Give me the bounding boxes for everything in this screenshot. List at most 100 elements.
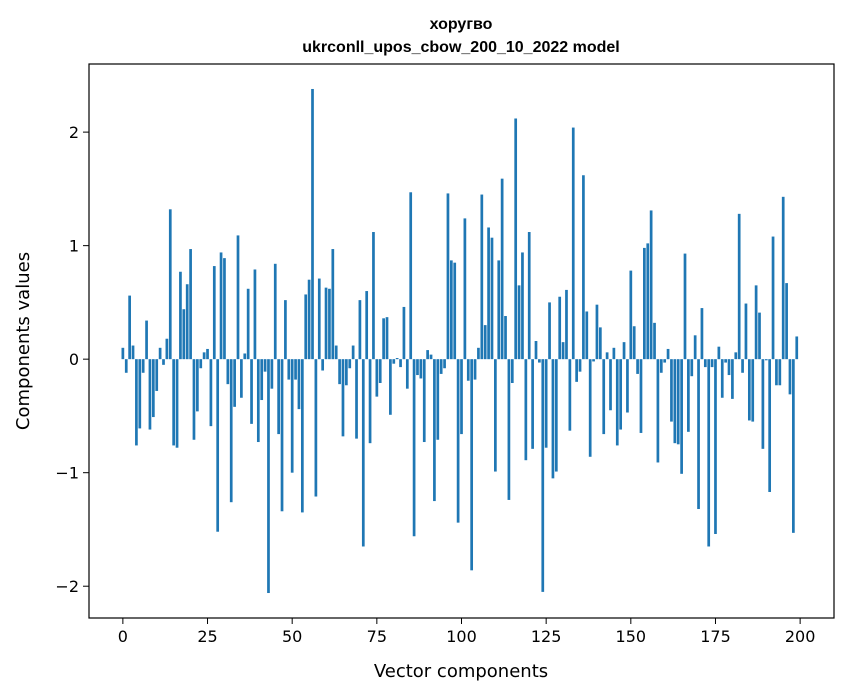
bar — [554, 359, 558, 472]
bar — [707, 359, 711, 547]
bar — [148, 359, 152, 430]
bar — [240, 359, 243, 398]
bar — [761, 359, 765, 449]
bar — [151, 359, 155, 418]
bar — [456, 359, 460, 523]
bar — [446, 193, 450, 360]
bar — [328, 288, 331, 360]
bar — [548, 302, 551, 360]
bar — [172, 359, 176, 446]
bar — [124, 359, 128, 373]
bar — [609, 359, 612, 411]
bar — [439, 359, 443, 374]
bar — [578, 359, 582, 372]
bar — [250, 359, 253, 424]
bar — [524, 359, 528, 461]
bar — [747, 359, 751, 421]
bar — [690, 359, 694, 377]
bar — [321, 359, 325, 371]
bar — [521, 252, 524, 360]
x-tick-label: 150 — [616, 627, 647, 646]
x-tick-label: 200 — [785, 627, 816, 646]
bar — [273, 263, 277, 360]
bar — [568, 359, 572, 431]
bar — [683, 253, 687, 360]
bar — [717, 346, 721, 360]
bar — [277, 359, 280, 435]
bar — [253, 269, 257, 360]
bar — [412, 359, 416, 537]
bar — [358, 300, 362, 360]
bar — [185, 284, 189, 360]
bar — [141, 359, 145, 373]
bar — [588, 359, 592, 457]
bar — [710, 359, 714, 368]
bar — [602, 359, 606, 435]
x-tick-label: 125 — [531, 627, 562, 646]
bar — [504, 316, 507, 360]
bar — [697, 359, 700, 510]
bar — [595, 304, 599, 360]
bar — [436, 359, 440, 440]
bar — [168, 209, 172, 360]
bar — [653, 322, 656, 360]
bar — [622, 342, 626, 360]
x-tick-label: 175 — [700, 627, 731, 646]
bar — [389, 359, 392, 415]
bar — [351, 345, 355, 360]
bar — [720, 359, 724, 398]
y-axis-ticks: −2 −1 0 1 2 — [55, 123, 89, 596]
bar — [192, 359, 196, 440]
bar — [206, 348, 209, 360]
bar — [632, 326, 636, 360]
bar — [781, 196, 785, 360]
bar — [345, 359, 348, 386]
bar — [785, 283, 788, 360]
bar — [243, 353, 247, 360]
bar — [656, 359, 660, 463]
bar — [162, 359, 165, 365]
bar — [460, 359, 463, 435]
bar — [693, 335, 697, 360]
bar — [324, 287, 328, 360]
bar — [643, 247, 646, 360]
bar — [216, 359, 220, 532]
bar — [470, 359, 474, 571]
bar — [219, 252, 223, 360]
bar — [500, 178, 504, 360]
bar — [663, 359, 667, 363]
bar — [670, 359, 673, 422]
bar — [792, 359, 795, 533]
bar — [795, 336, 799, 360]
bar — [348, 359, 352, 369]
bar — [466, 359, 470, 381]
bar — [263, 359, 267, 372]
bar — [429, 354, 433, 360]
bar — [267, 359, 270, 594]
bar — [636, 359, 639, 374]
bar — [541, 359, 545, 592]
bar — [372, 232, 375, 360]
bar — [758, 312, 761, 360]
bar — [666, 348, 670, 360]
bar — [422, 359, 426, 443]
bar — [355, 359, 358, 439]
bar — [551, 359, 555, 479]
bar — [138, 359, 142, 429]
bar — [307, 279, 311, 360]
bar — [223, 258, 226, 360]
bar — [182, 309, 186, 360]
x-axis-ticks: 0 25 50 75 100 125 150 175 200 — [118, 618, 816, 646]
y-tick-label: 0 — [69, 350, 79, 369]
bar — [483, 325, 487, 360]
bar — [626, 359, 629, 413]
bar — [341, 359, 345, 437]
bar — [405, 359, 409, 389]
bar — [202, 352, 206, 360]
bar — [402, 306, 406, 360]
bar — [365, 291, 369, 360]
bar — [233, 359, 236, 407]
bar — [385, 317, 389, 360]
y-tick-label: −2 — [55, 577, 79, 596]
bar — [575, 359, 578, 382]
